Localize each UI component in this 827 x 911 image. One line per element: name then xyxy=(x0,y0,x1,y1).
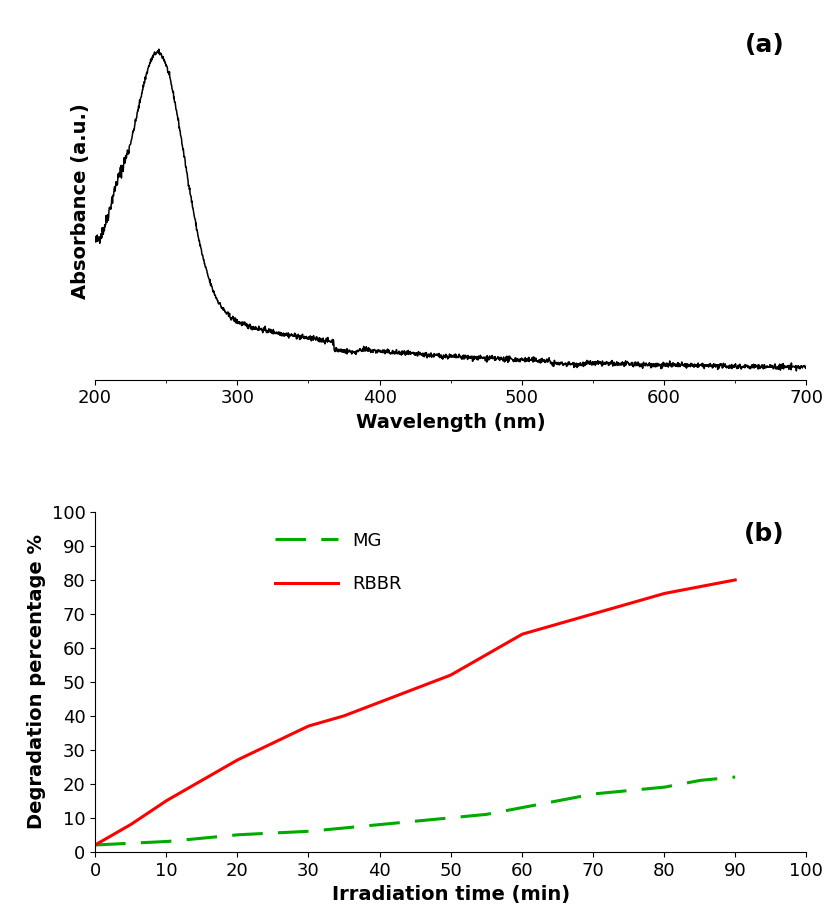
RBBR xyxy=(730,575,740,586)
RBBR xyxy=(437,673,447,684)
Text: (a): (a) xyxy=(745,34,785,57)
MG xyxy=(437,814,447,824)
Line: MG: MG xyxy=(95,777,735,845)
Legend: MG, RBBR: MG, RBBR xyxy=(268,525,409,600)
MG xyxy=(394,817,404,828)
MG xyxy=(471,810,481,821)
MG xyxy=(398,817,408,828)
X-axis label: Wavelength (nm): Wavelength (nm) xyxy=(356,413,546,432)
Y-axis label: Absorbance (a.u.): Absorbance (a.u.) xyxy=(70,103,89,299)
RBBR xyxy=(90,840,100,851)
MG xyxy=(730,772,740,783)
MG xyxy=(90,840,100,851)
MG xyxy=(715,773,724,784)
Y-axis label: Degradation percentage %: Degradation percentage % xyxy=(27,535,46,829)
MG xyxy=(614,786,624,797)
X-axis label: Irradiation time (min): Irradiation time (min) xyxy=(332,885,570,904)
RBBR xyxy=(394,690,404,701)
RBBR xyxy=(398,688,408,699)
Text: (b): (b) xyxy=(744,522,785,547)
RBBR xyxy=(614,600,624,611)
Line: RBBR: RBBR xyxy=(95,580,735,845)
RBBR xyxy=(471,655,481,666)
RBBR xyxy=(715,578,724,589)
